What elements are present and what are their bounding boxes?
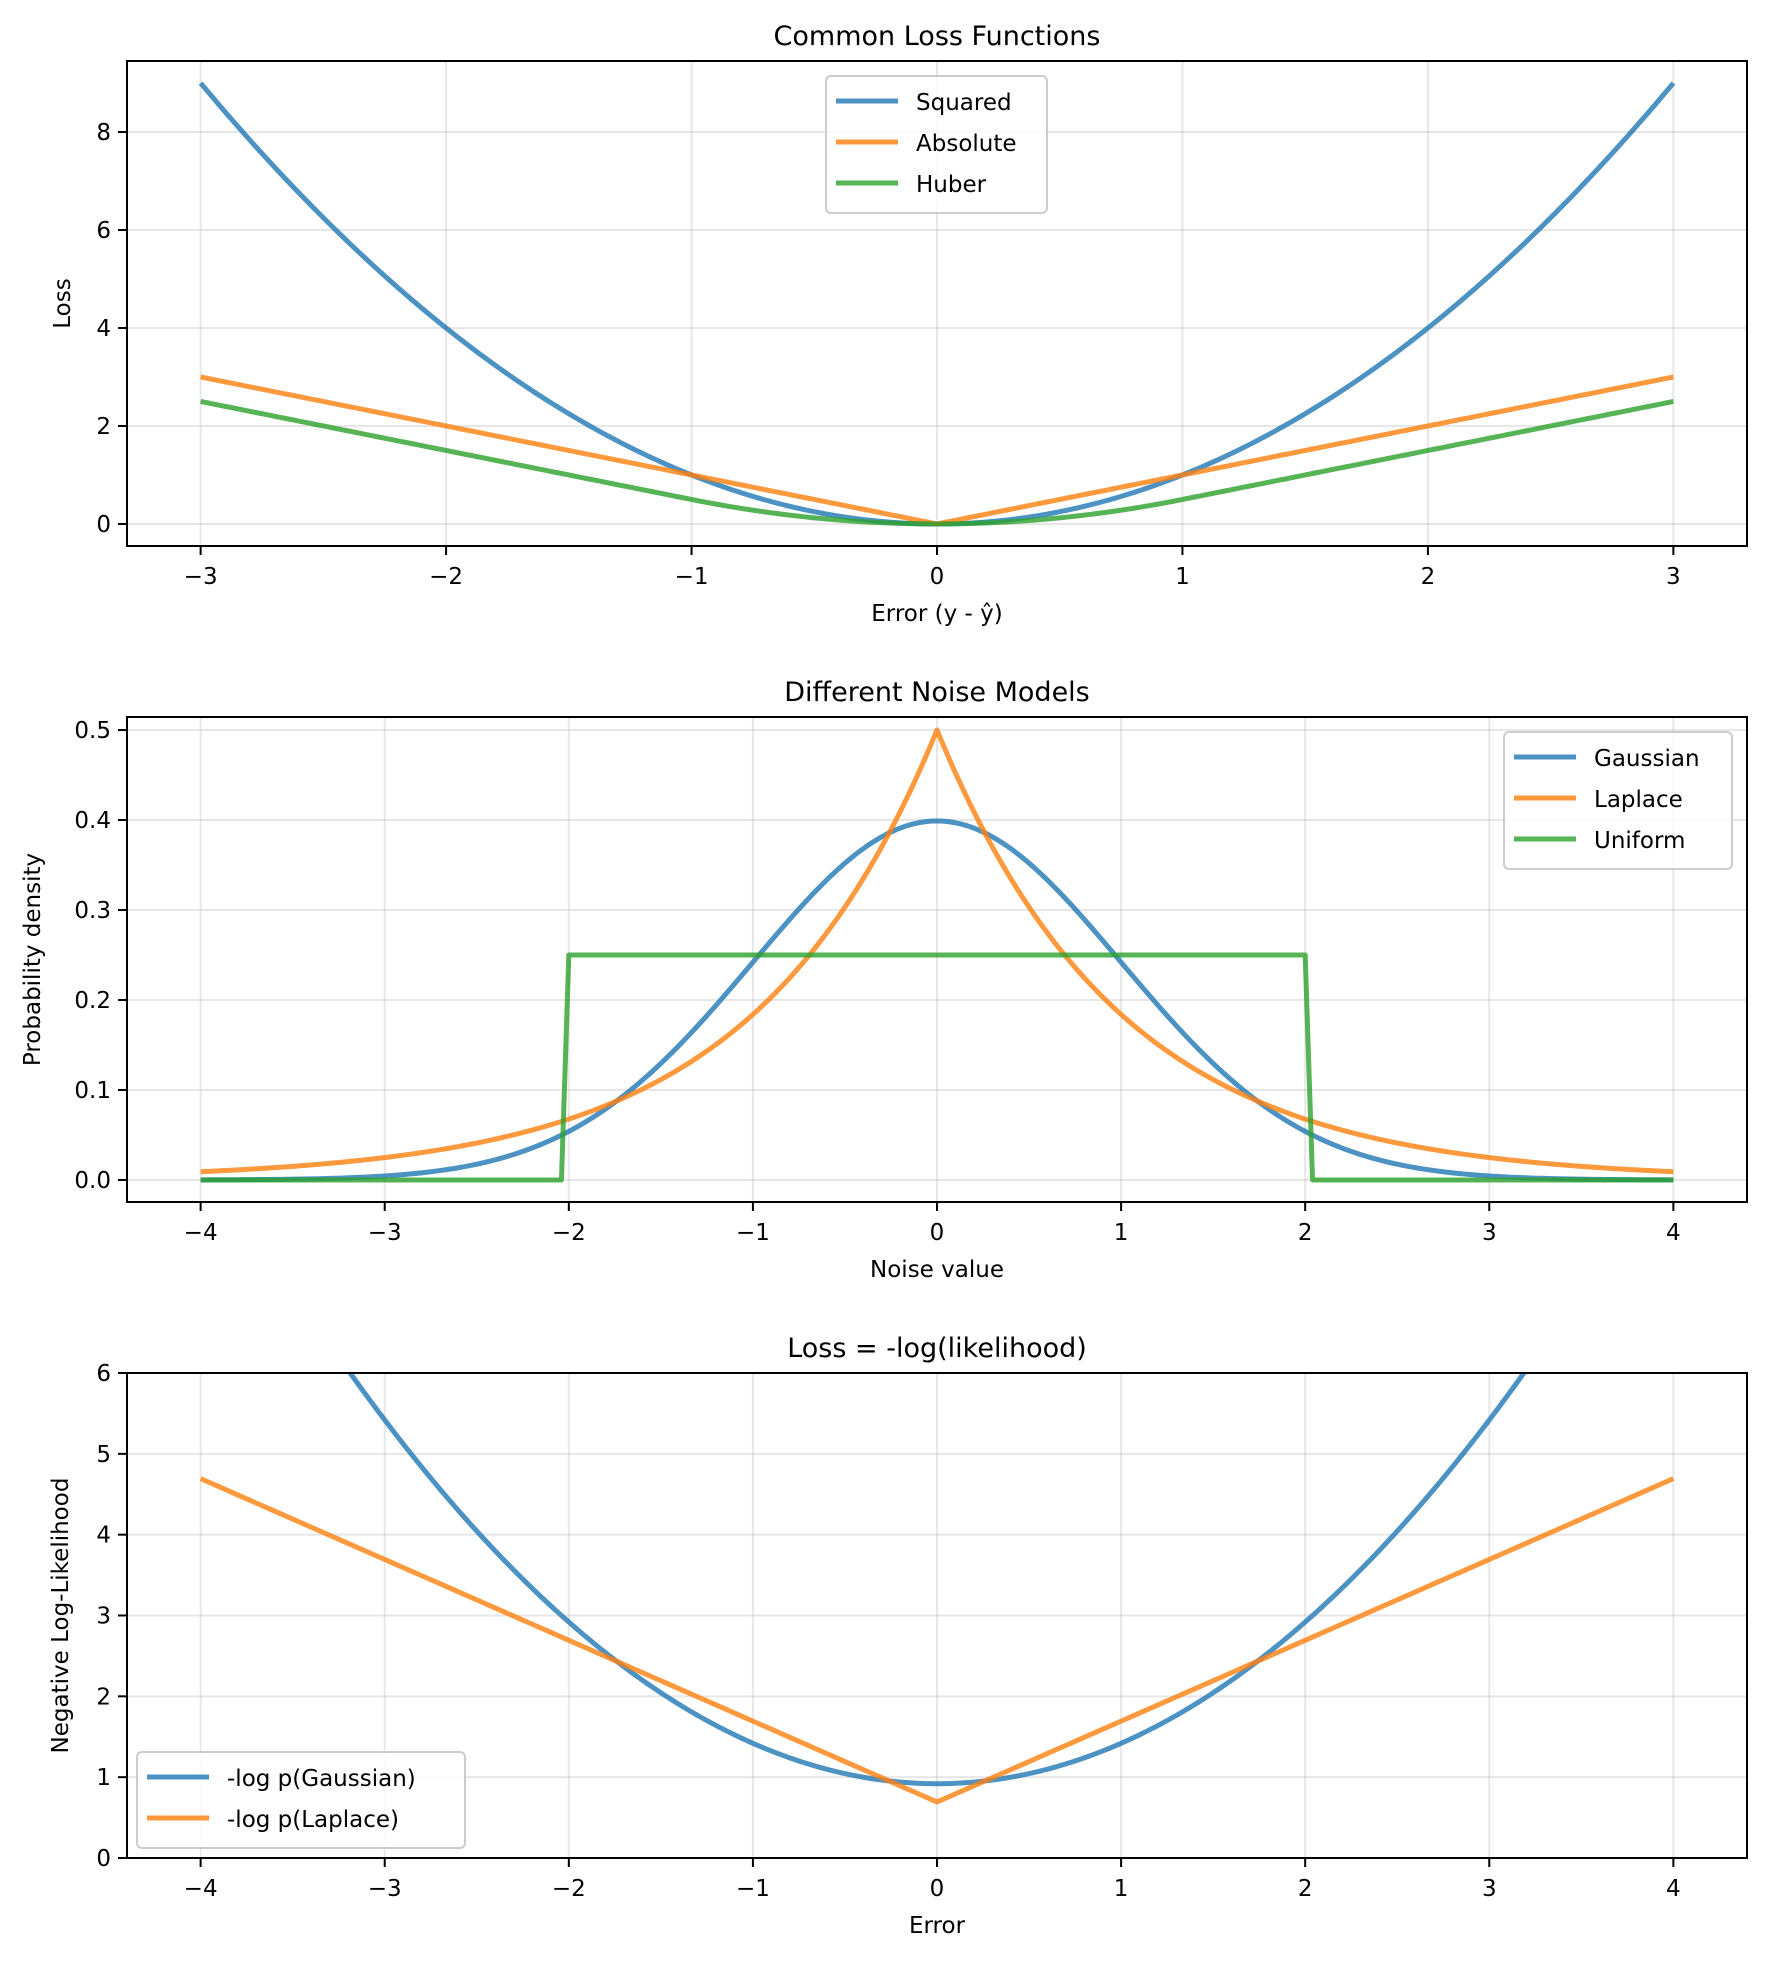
y-tick-label: 5 (96, 1442, 111, 1468)
legend-label: Uniform (1594, 828, 1685, 854)
plot-title: Common Loss Functions (774, 21, 1101, 52)
x-tick-label: −4 (184, 1220, 218, 1246)
legend-label: -log p(Laplace) (227, 1807, 399, 1833)
x-axis-label: Noise value (870, 1257, 1004, 1283)
y-tick-label: 0.4 (74, 808, 111, 834)
x-tick-label: 3 (1482, 1220, 1497, 1246)
x-tick-label: 1 (1114, 1876, 1129, 1902)
x-tick-label: 2 (1298, 1876, 1313, 1902)
y-tick-label: 6 (96, 218, 111, 244)
x-tick-label: 3 (1482, 1876, 1497, 1902)
subplot-2: −4 −3 −2 −1 0 1 2 3 4 0.0 0.1 0.2 0.3 0.4 0.5 Different… (20, 677, 1748, 1283)
x-tick-label: −4 (184, 1876, 218, 1902)
x-tick-label: 4 (1666, 1220, 1681, 1246)
y-tick-label: 1 (96, 1765, 111, 1791)
subplot-3: −4 −3 −2 −1 0 1 2 3 4 0 1 2 3 4 5 6 Loss = -log(likeliho… (48, 1333, 1748, 1939)
series-line-log-p-laplace (199, 1476, 1675, 1805)
y-tick-label: 0 (96, 1846, 111, 1872)
x-tick-label: −3 (184, 564, 218, 590)
y-tick-label: 2 (96, 414, 111, 440)
legend: Gaussian Laplace Uniform (1503, 731, 1733, 870)
subplot-1: −3 −2 −1 0 1 2 3 0 2 4 6 8 Common Loss Functions Erro… (50, 21, 1748, 627)
y-tick-label: 6 (96, 1361, 111, 1387)
series-line-huber (200, 399, 1674, 527)
x-tick-label: −2 (429, 564, 463, 590)
y-tick-label: 0.5 (74, 718, 111, 744)
legend-frame (825, 75, 1048, 214)
x-axis-label: Error (909, 1913, 966, 1939)
legend-label: Laplace (1594, 787, 1683, 813)
x-tick-label: −2 (552, 1220, 586, 1246)
x-tick-label: −2 (552, 1876, 586, 1902)
x-tick-label: 0 (930, 564, 945, 590)
x-tick-label: 2 (1421, 564, 1436, 590)
legend-label: Gaussian (1594, 746, 1700, 772)
y-axis-label: Loss (50, 278, 76, 328)
x-tick-label: −1 (675, 564, 709, 590)
series-line-gaussian (200, 818, 1674, 1183)
plot-title: Loss = -log(likelihood) (787, 1333, 1087, 1364)
series-line-log-p-gaussian (347, 1373, 1527, 1787)
y-tick-label: 0.2 (74, 988, 111, 1014)
plot-title: Different Noise Models (784, 677, 1090, 708)
y-tick-label: 0 (96, 512, 111, 538)
x-tick-label: 0 (930, 1220, 945, 1246)
x-tick-label: −1 (736, 1220, 770, 1246)
x-tick-label: −1 (736, 1876, 770, 1902)
legend: -log p(Gaussian) -log p(Laplace) (136, 1751, 466, 1849)
x-axis-label: Error (y - ŷ) (871, 601, 1002, 627)
legend: Squared Absolute Huber (825, 75, 1048, 214)
x-tick-label: −3 (368, 1220, 402, 1246)
y-tick-label: 2 (96, 1684, 111, 1710)
x-tick-label: 3 (1666, 564, 1681, 590)
legend-label: Absolute (916, 131, 1017, 157)
y-tick-label: 0.0 (74, 1168, 111, 1194)
y-axis-label: Negative Log-Likelihood (48, 1478, 74, 1754)
legend-label: Squared (916, 90, 1012, 116)
x-tick-label: 0 (930, 1876, 945, 1902)
x-tick-label: −3 (368, 1876, 402, 1902)
legend-label: -log p(Gaussian) (227, 1766, 416, 1792)
y-tick-label: 0.1 (74, 1078, 111, 1104)
y-tick-label: 4 (96, 1523, 111, 1549)
x-tick-label: 4 (1666, 1876, 1681, 1902)
legend-frame (1503, 731, 1733, 870)
y-tick-label: 8 (96, 120, 111, 146)
y-axis-label: Probability density (20, 853, 46, 1066)
x-tick-label: 2 (1298, 1220, 1313, 1246)
legend-frame (136, 1751, 466, 1849)
y-tick-label: 3 (96, 1604, 111, 1630)
series-line-uniform (200, 952, 1674, 1183)
x-tick-label: 1 (1175, 564, 1190, 590)
x-tick-label: 1 (1114, 1220, 1129, 1246)
y-tick-label: 0.3 (74, 898, 111, 924)
legend-label: Huber (916, 172, 987, 198)
y-tick-label: 4 (96, 316, 111, 342)
series-line-laplace (200, 727, 1674, 1175)
